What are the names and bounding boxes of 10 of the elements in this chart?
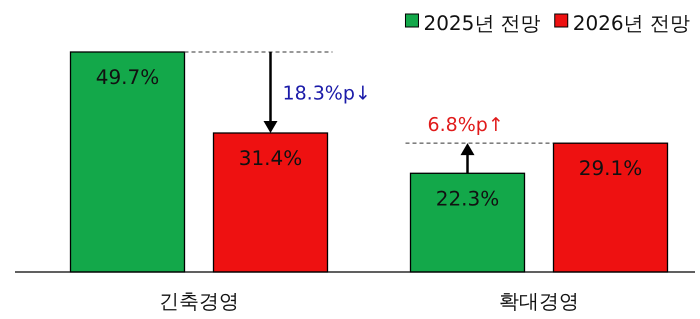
data-label: 22.3% — [436, 186, 500, 210]
x-tick-label: 긴축경영 — [159, 289, 239, 313]
legend-label: 2026년 전망 — [572, 11, 690, 35]
data-label: 49.7% — [96, 65, 160, 89]
data-label: 29.1% — [578, 156, 642, 180]
annotation: 18.3%p↓ — [282, 82, 371, 105]
data-label: 31.4% — [238, 146, 302, 170]
x-tick-label: 확대경영 — [499, 289, 579, 313]
legend-label: 2025년 전망 — [423, 11, 541, 35]
annotation: 6.8%p↑ — [428, 114, 504, 136]
